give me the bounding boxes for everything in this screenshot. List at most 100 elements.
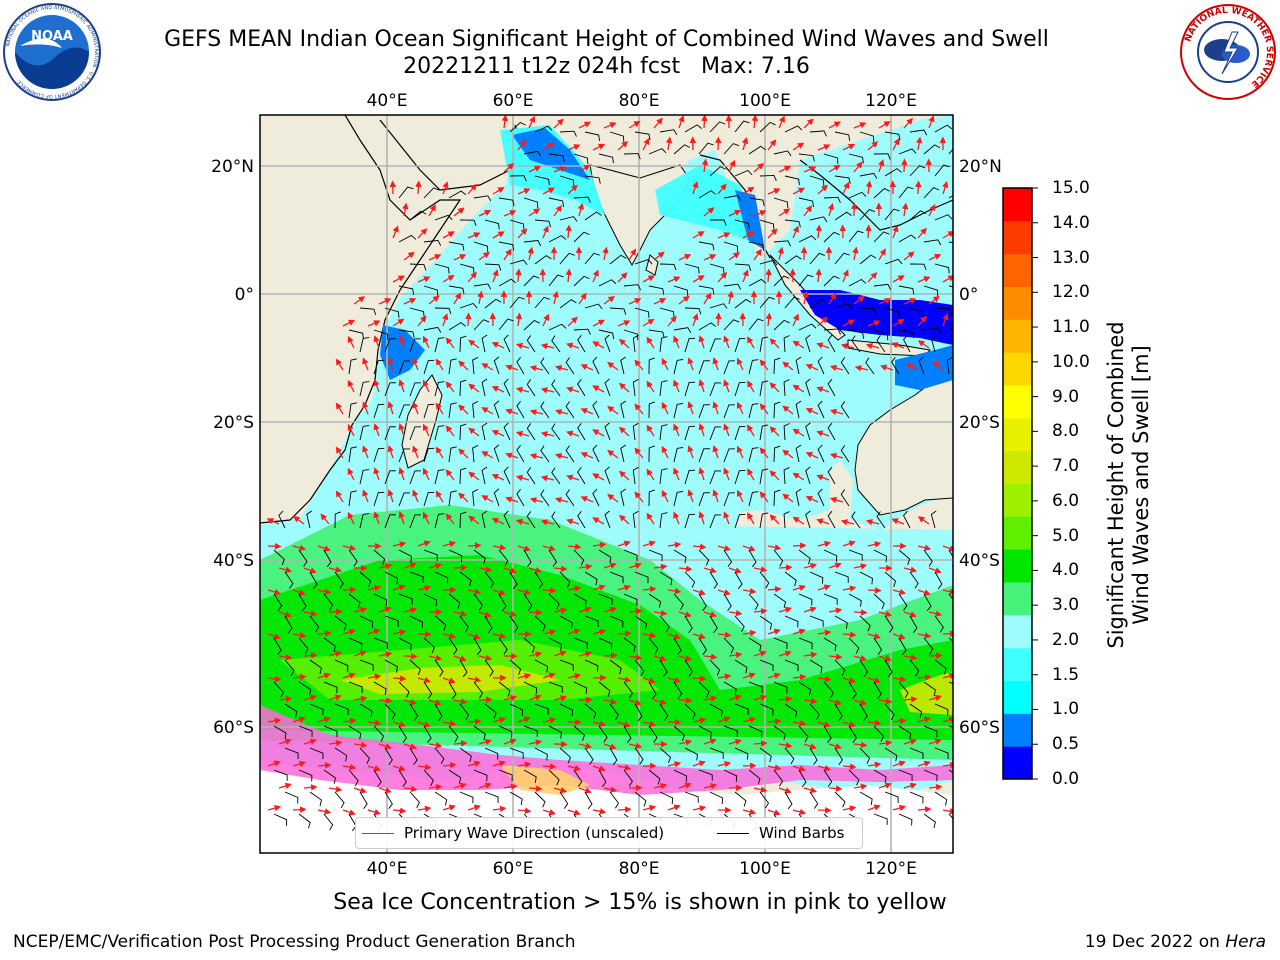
wave-direction-arrow: [592, 720, 607, 727]
wind-barb: [334, 703, 349, 716]
wave-direction-arrow: [542, 809, 556, 816]
wind-barb: [481, 510, 488, 529]
wave-direction-arrow: [842, 319, 855, 327]
wind-barb: [923, 144, 941, 155]
wave-direction-arrow: [628, 248, 637, 261]
wind-barb: [684, 263, 700, 274]
wave-direction-arrow: [753, 650, 767, 657]
wind-barb: [348, 549, 358, 567]
wave-direction-arrow: [782, 405, 794, 415]
wave-direction-arrow: [540, 431, 555, 438]
wind-barb: [734, 615, 745, 633]
wind-barb: [698, 322, 717, 331]
wind-barb: [923, 187, 940, 199]
wind-barb: [498, 549, 509, 567]
wave-direction-arrow: [617, 140, 629, 151]
wind-barb: [423, 725, 432, 744]
wind-barb: [709, 514, 722, 529]
wave-direction-arrow: [778, 115, 785, 129]
wave-direction-arrow: [392, 225, 399, 239]
wind-barb: [398, 329, 415, 338]
wave-direction-arrow: [442, 804, 456, 811]
wave-direction-arrow: [767, 718, 782, 725]
wind-barb: [398, 234, 417, 243]
wind-barb: [384, 514, 396, 529]
wind-barb: [723, 681, 737, 695]
wind-barb: [509, 219, 525, 230]
wave-direction-arrow: [501, 115, 509, 129]
wave-direction-arrow: [842, 269, 849, 283]
wave-direction-arrow: [817, 184, 828, 195]
wave-direction-arrow: [392, 721, 406, 728]
wind-barb: [509, 659, 522, 675]
wave-direction-arrow: [767, 628, 781, 635]
wind-barb: [684, 381, 696, 397]
wave-direction-arrow: [942, 545, 953, 552]
wave-direction-arrow: [578, 121, 592, 129]
wave-direction-arrow: [840, 519, 855, 526]
wind-barb: [930, 334, 937, 353]
wave-direction-arrow: [453, 207, 465, 217]
wind-barb: [684, 469, 696, 485]
wave-direction-arrow: [491, 430, 505, 437]
wave-direction-arrow: [628, 298, 642, 305]
wind-barb: [809, 615, 824, 627]
colorbar-label: Significant Height of Combined Wind Wave…: [1104, 225, 1154, 745]
wave-direction-arrow: [828, 164, 841, 173]
wave-direction-arrow: [717, 761, 732, 768]
wave-direction-arrow: [792, 340, 805, 349]
africa-coast: [260, 115, 462, 524]
wind-barb: [434, 469, 445, 485]
wave-direction-arrow: [642, 318, 655, 327]
wave-direction-arrow: [778, 650, 792, 657]
wave-direction-arrow: [267, 804, 282, 812]
wind-barb: [503, 466, 511, 485]
wind-barb: [534, 175, 550, 186]
wind-barb: [759, 424, 769, 441]
wind-barb: [891, 357, 900, 375]
wind-barb: [659, 791, 674, 805]
wave-direction-arrow: [703, 207, 715, 217]
wave-direction-arrow: [458, 492, 469, 503]
wind-barb: [434, 381, 445, 397]
wave-direction-arrow: [578, 650, 593, 658]
wave-direction-arrow: [392, 541, 407, 548]
wave-direction-arrow: [867, 320, 881, 327]
wave-direction-arrow: [853, 609, 868, 616]
wind-barb: [359, 307, 377, 316]
wave-direction-arrow: [580, 496, 594, 503]
wave-direction-arrow: [592, 473, 605, 481]
wave-direction-arrow: [728, 159, 736, 173]
wind-barb: [551, 379, 561, 397]
colorbar-tick-label: 4.0: [1052, 560, 1080, 581]
wind-barb: [773, 489, 781, 507]
wind-barb: [348, 593, 361, 609]
wave-direction-arrow: [634, 359, 644, 371]
wave-direction-arrow: [703, 695, 718, 702]
colorbar-tick-label: 6.0: [1052, 490, 1080, 511]
wave-direction-arrow: [367, 628, 381, 635]
wind-barb: [484, 659, 494, 677]
wave-direction-arrow: [891, 518, 905, 525]
wind-barb: [359, 747, 371, 764]
wind-barb: [423, 491, 435, 507]
wave-direction-arrow: [942, 716, 953, 723]
wind-barb: [423, 359, 435, 375]
wave-direction-arrow: [865, 224, 872, 239]
wave-direction-arrow: [517, 188, 531, 195]
wind-barb: [498, 318, 514, 331]
wave-direction-arrow: [867, 804, 881, 811]
wave-direction-arrow: [542, 629, 557, 636]
wind-barb: [609, 791, 620, 809]
wind-barb: [284, 791, 299, 804]
wind-barb: [448, 322, 466, 331]
wave-direction-arrow: [492, 716, 507, 724]
colorbar-tick-label: 2.0: [1052, 629, 1080, 650]
colorbar-label-line2: Wind Waves and Swell [m]: [1129, 345, 1153, 625]
wind-barb: [873, 231, 890, 243]
wave-direction-arrow: [505, 364, 519, 371]
wave-direction-arrow: [867, 141, 879, 151]
wind-barb: [934, 214, 953, 221]
lat-label-left-40s: 40°S: [213, 551, 254, 571]
wind-barb: [684, 659, 694, 677]
